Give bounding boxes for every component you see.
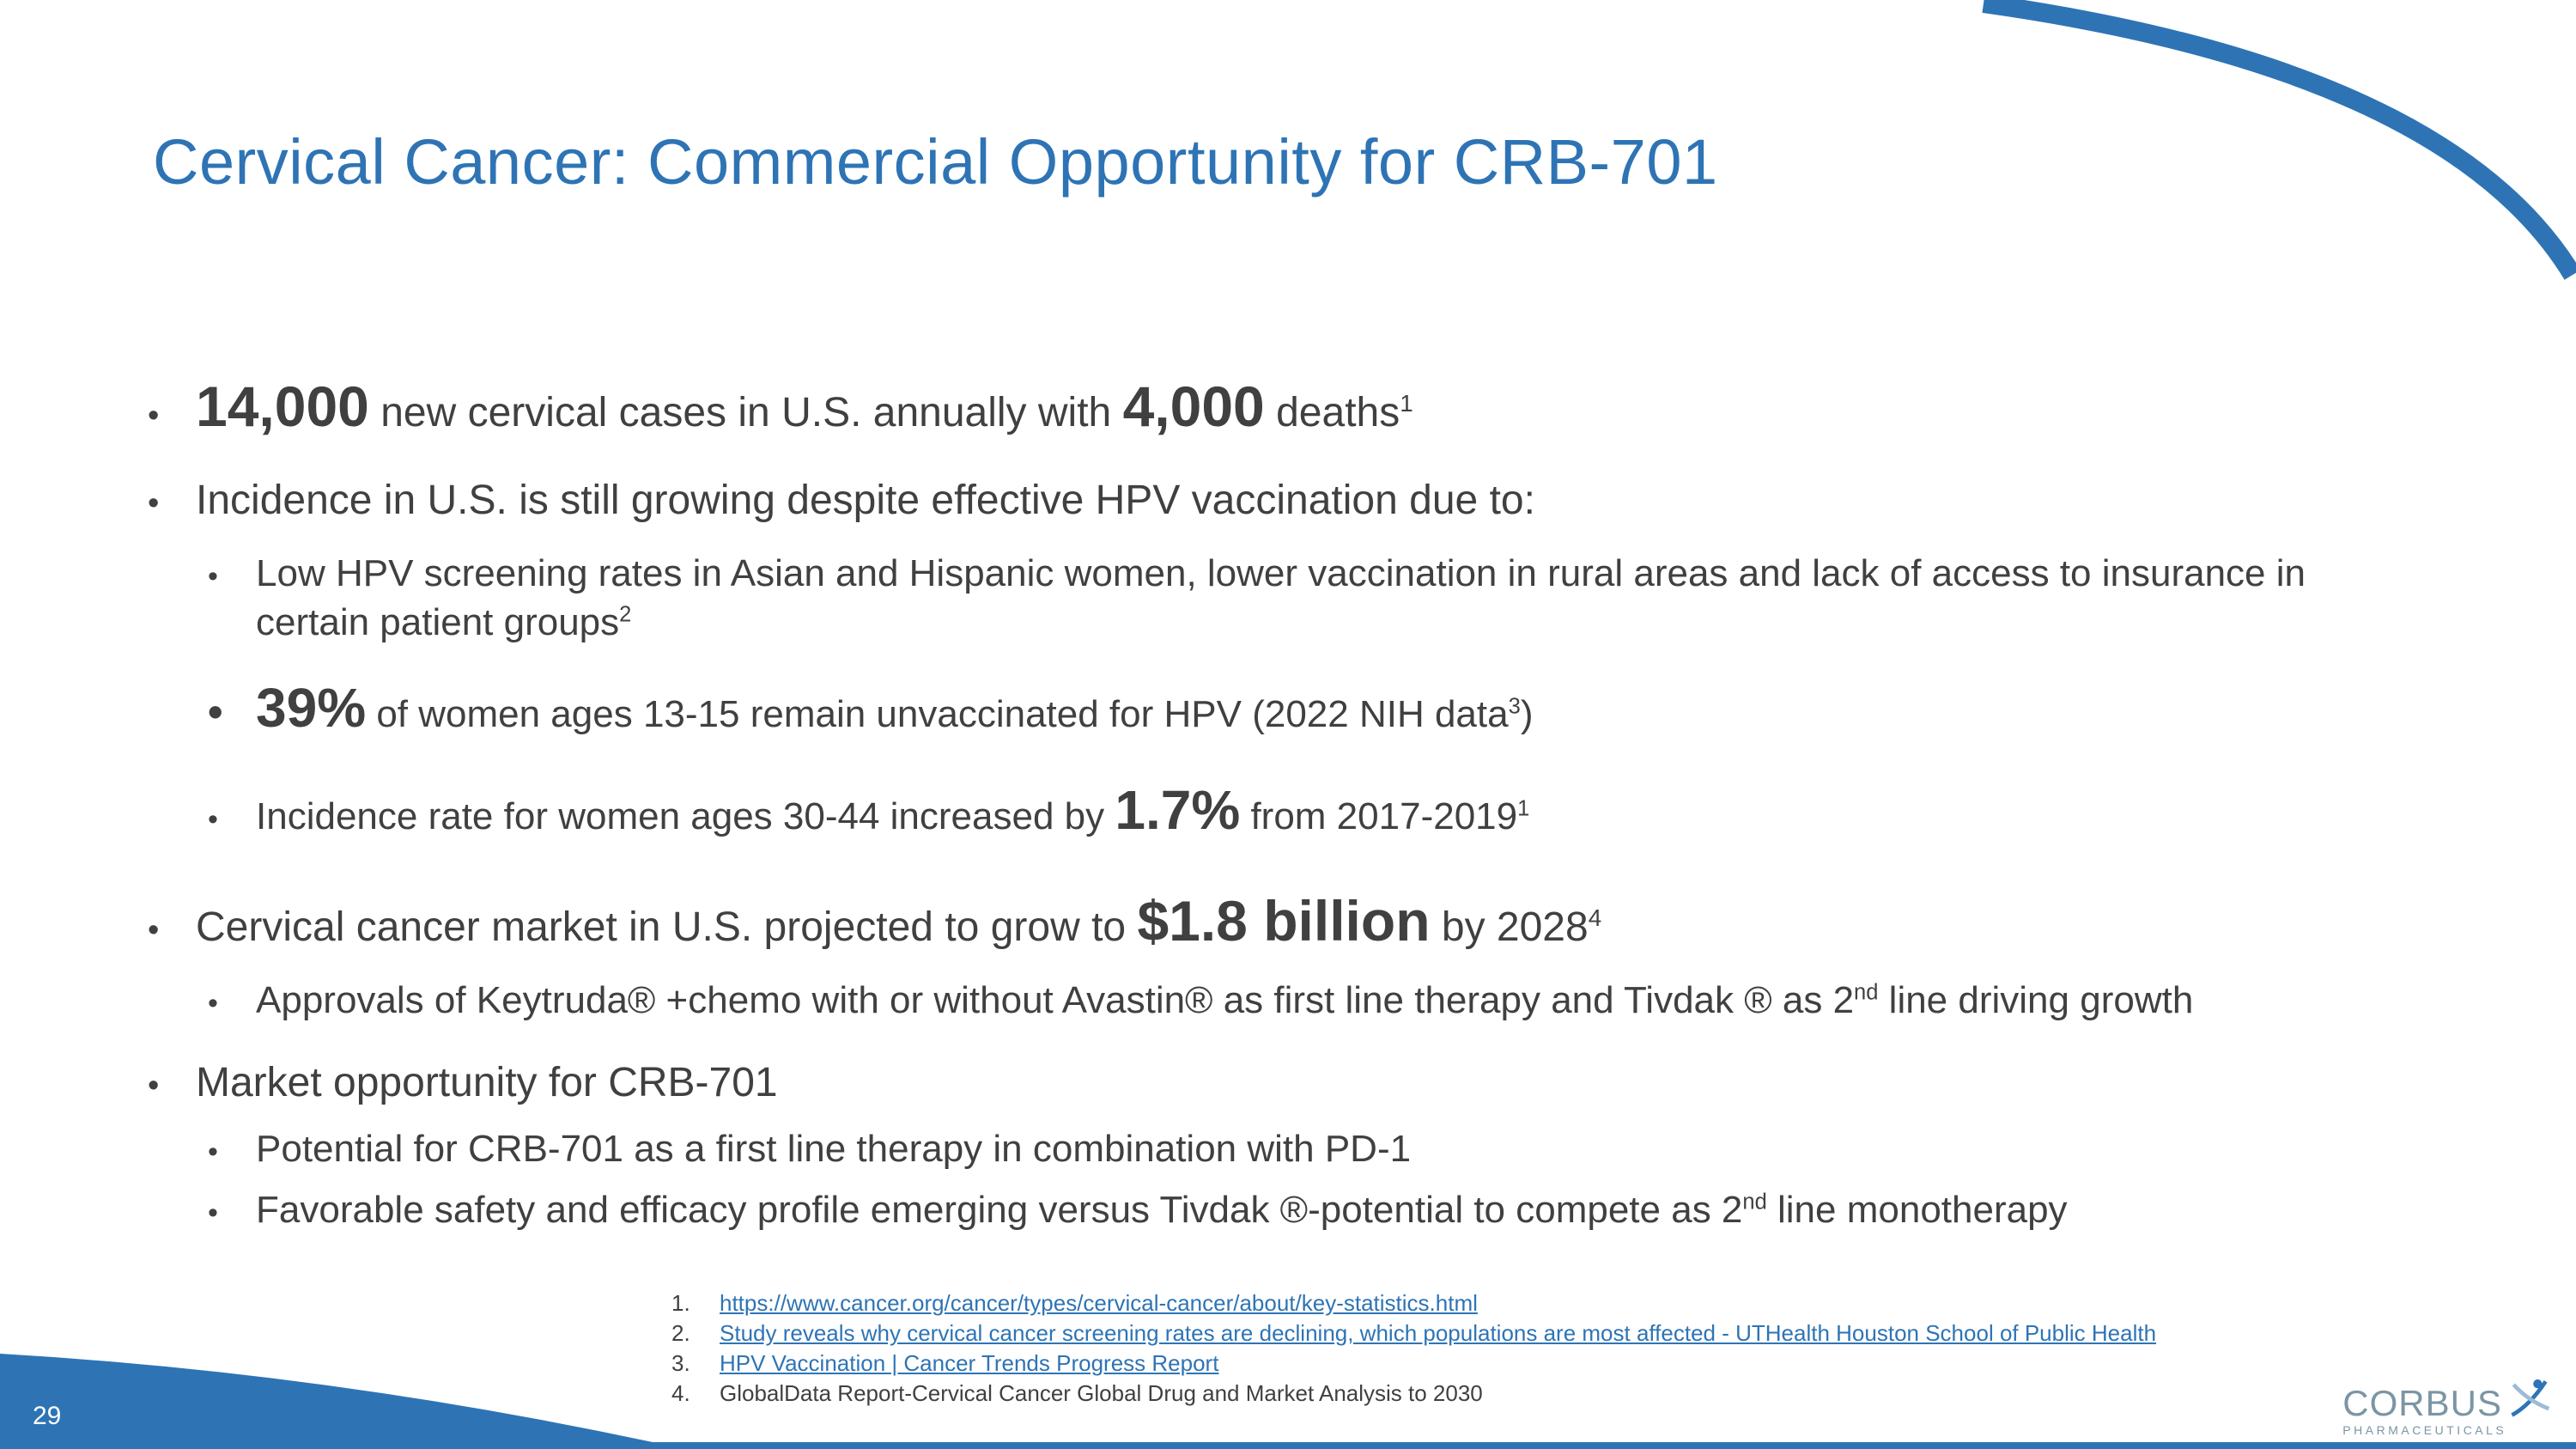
ordinal-suffix: nd [1742, 1190, 1767, 1215]
text-segment: Incidence rate for women ages 30-44 incr… [256, 795, 1115, 838]
text-segment: from 2017-2019 [1240, 795, 1518, 838]
footnote-ref: 1 [1400, 390, 1413, 417]
stat-value: 39% [256, 676, 367, 739]
bullet-item: • Cervical cancer market in U.S. project… [148, 886, 2387, 957]
bullet-text: Incidence in U.S. is still growing despi… [196, 475, 2387, 527]
bullet-marker: • [148, 912, 160, 949]
text-segment: ) [1520, 692, 1534, 735]
bullet-marker: • [148, 398, 160, 434]
bullet-marker: • [208, 1135, 218, 1168]
sub-bullet-item: • Favorable safety and efficacy profile … [208, 1185, 2387, 1234]
bullet-marker: • [208, 687, 223, 736]
text-segment: Market opportunity for CRB-701 [196, 1059, 778, 1105]
footnote-link[interactable]: HPV Vaccination | Cancer Trends Progress… [720, 1350, 1219, 1377]
text-segment: Favorable safety and efficacy profile em… [256, 1189, 1743, 1232]
sub-bullet-item: • 39% of women ages 13-15 remain unvacci… [208, 673, 2387, 744]
corbus-logo: CORBUS PHARMACEUTICALS [2342, 1379, 2554, 1437]
footnote-number: 4. [671, 1380, 690, 1407]
bullet-text: Approvals of Keytruda® +chemo with or wi… [256, 976, 2387, 1025]
bullet-text: Market opportunity for CRB-701 [196, 1057, 2387, 1109]
footnote-ref: 1 [1517, 796, 1530, 821]
bullet-text: Potential for CRB-701 as a first line th… [256, 1124, 2387, 1173]
ordinal-suffix: nd [1854, 980, 1879, 1005]
corbus-logo-tagline: PHARMACEUTICALS [2342, 1423, 2507, 1437]
page-number: 29 [33, 1402, 62, 1430]
bullet-text: Cervical cancer market in U.S. projected… [196, 886, 2387, 957]
bullet-text: Incidence rate for women ages 30-44 incr… [256, 775, 2387, 846]
footnote-number: 2. [671, 1320, 690, 1347]
footnote-ref: 2 [619, 602, 632, 627]
footnote-link[interactable]: https://www.cancer.org/cancer/types/cerv… [720, 1290, 1478, 1316]
bullet-marker: • [208, 1196, 218, 1230]
bullet-text: 39% of women ages 13-15 remain unvaccina… [256, 673, 2387, 744]
footnote-item: 4. GlobalData Report-Cervical Cancer Glo… [671, 1379, 2354, 1409]
text-segment: Potential for CRB-701 as a first line th… [256, 1127, 1412, 1170]
text-segment: Low HPV screening rates in Asian and His… [256, 551, 2306, 643]
footnote-number: 1. [671, 1290, 690, 1316]
bullet-text: Favorable safety and efficacy profile em… [256, 1185, 2387, 1234]
bullet-text: Low HPV screening rates in Asian and His… [256, 549, 2387, 647]
bullet-marker: • [208, 559, 218, 593]
footnote-item: 2. Study reveals why cervical cancer scr… [671, 1318, 2354, 1349]
bullet-item: • Incidence in U.S. is still growing des… [148, 475, 2387, 527]
bullet-marker: • [148, 484, 160, 521]
text-segment: Incidence in U.S. is still growing despi… [196, 477, 1535, 523]
stat-value: $1.8 billion [1137, 889, 1431, 953]
bullet-item: • 14,000 new cervical cases in U.S. annu… [148, 371, 2387, 442]
sub-bullet-item: • Low HPV screening rates in Asian and H… [208, 549, 2387, 647]
text-segment: of women ages 13-15 remain unvaccinated … [366, 692, 1509, 735]
footnote-item: 3. HPV Vaccination | Cancer Trends Progr… [671, 1349, 2354, 1379]
text-segment: line driving growth [1878, 978, 2194, 1021]
text-segment: Cervical cancer market in U.S. projected… [196, 904, 1138, 951]
sub-bullet-item: • Potential for CRB-701 as a first line … [208, 1124, 2387, 1173]
slide-title: Cervical Cancer: Commercial Opportunity … [153, 126, 1718, 198]
footnote-item: 1. https://www.cancer.org/cancer/types/c… [671, 1288, 2354, 1318]
slide-body: • 14,000 new cervical cases in U.S. annu… [148, 371, 2387, 1234]
text-segment: line monotherapy [1766, 1189, 2068, 1232]
text-segment: by 2028 [1430, 904, 1589, 951]
bullet-marker: • [148, 1067, 160, 1104]
bullet-marker: • [208, 803, 218, 837]
footnote-text: GlobalData Report-Cervical Cancer Global… [720, 1380, 1483, 1407]
sub-bullet-item: • Approvals of Keytruda® +chemo with or … [208, 976, 2387, 1025]
footnote-ref: 4 [1588, 904, 1602, 932]
corbus-logo-mark [2511, 1379, 2550, 1417]
text-segment: Approvals of Keytruda® +chemo with or wi… [256, 978, 1855, 1021]
footnote-link[interactable]: Study reveals why cervical cancer screen… [720, 1320, 2157, 1347]
footnote-number: 3. [671, 1350, 690, 1377]
stat-value: 1.7% [1115, 779, 1241, 842]
footnote-ref: 3 [1508, 694, 1521, 719]
text-segment: deaths [1264, 390, 1400, 435]
footnotes: 1. https://www.cancer.org/cancer/types/c… [671, 1288, 2354, 1409]
corbus-logo-name: CORBUS [2342, 1383, 2502, 1423]
bullet-item: • Market opportunity for CRB-701 [148, 1057, 2387, 1109]
sub-bullet-item: • Incidence rate for women ages 30-44 in… [208, 775, 2387, 846]
stat-value: 4,000 [1122, 374, 1265, 438]
bullet-text: 14,000 new cervical cases in U.S. annual… [196, 371, 2387, 442]
bullet-marker: • [208, 986, 218, 1020]
stat-value: 14,000 [196, 374, 369, 438]
text-segment: new cervical cases in U.S. annually with [368, 390, 1123, 435]
